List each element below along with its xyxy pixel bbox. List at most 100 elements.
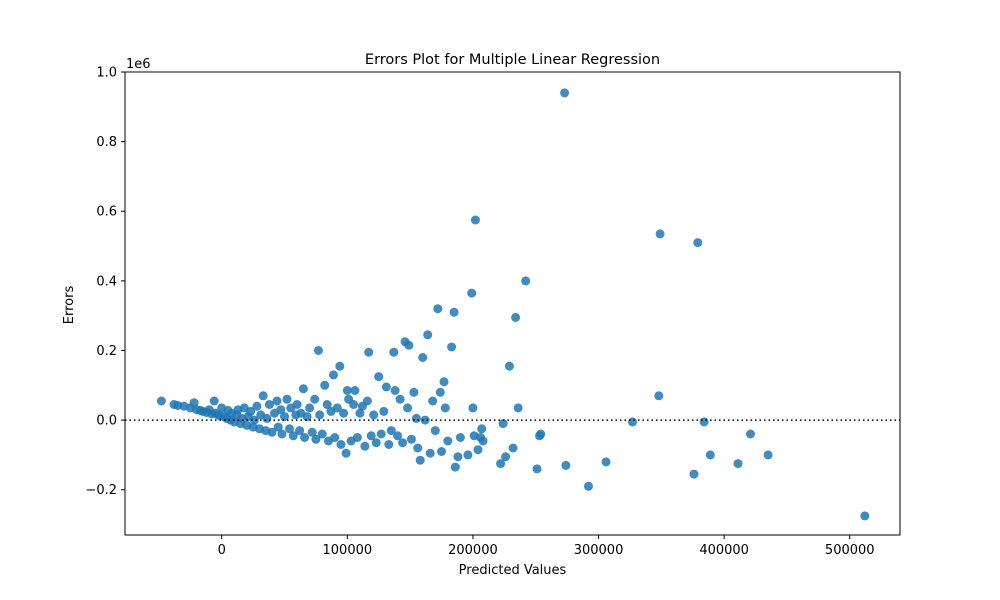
x-axis-label: Predicted Values (459, 563, 567, 578)
scatter-point (430, 426, 440, 436)
scatter-point (413, 443, 423, 453)
scatter-point (411, 413, 421, 423)
scatter-point (332, 403, 342, 413)
scatter-point (342, 386, 352, 395)
scatter-point (364, 347, 374, 357)
scatter-point (655, 229, 665, 239)
scatter-point (437, 447, 446, 456)
scatter-point (156, 396, 166, 406)
y-axis: −0.2 0.0 0.2 0.4 0.6 0.8 1.0 (85, 66, 125, 498)
scatter-point (468, 403, 478, 413)
scatter-point (470, 215, 480, 225)
scatter-point (384, 440, 394, 449)
scatter-point (267, 427, 277, 437)
scatter-point (693, 238, 703, 248)
scatter-point (560, 88, 570, 98)
scatter-point (699, 417, 709, 427)
scatter-point (189, 398, 199, 408)
scatter-point (311, 434, 321, 444)
scatter-point (349, 400, 359, 409)
scatter-point (473, 445, 483, 455)
scatter-point (390, 386, 400, 395)
scatter-point (398, 438, 408, 448)
scatter-point (376, 429, 386, 439)
scatter-point (277, 429, 287, 439)
x-tick-label: 0 (218, 543, 226, 558)
scatter-point (504, 361, 514, 371)
scatter-point (628, 417, 637, 427)
scatter-point (395, 394, 405, 404)
y-tick-label: 0.4 (96, 274, 117, 289)
scatter-point (513, 403, 523, 413)
scatter-point (601, 457, 611, 467)
scatter-point (705, 450, 715, 460)
scatter-point (404, 340, 414, 350)
scatter-point (272, 396, 282, 406)
x-tick-label: 200000 (448, 543, 498, 558)
scatter-point (246, 406, 256, 416)
scatter-point (455, 433, 465, 442)
scatter-point (763, 450, 773, 460)
y-offset-label: 1e6 (126, 57, 151, 72)
scatter-point (393, 431, 403, 441)
scatter-point (386, 426, 396, 436)
scatter-point (689, 469, 699, 479)
scatter-point (305, 403, 315, 413)
y-tick-label: 0.0 (96, 414, 117, 429)
x-tick-label: 300000 (574, 543, 624, 558)
scatter-point (443, 436, 453, 446)
scatter-point (379, 406, 389, 416)
x-axis: 0 100000 200000 300000 400000 500000 (218, 535, 875, 558)
y-tick-label: 1.0 (96, 66, 117, 81)
scatter-point (317, 429, 327, 439)
scatter-point (282, 394, 292, 404)
scatter-point (264, 400, 274, 409)
y-tick-label: 0.6 (96, 205, 117, 220)
scatter-point (381, 382, 391, 392)
y-tick-label: 0.8 (96, 135, 117, 150)
scatter-point (320, 380, 330, 390)
scatter-point (336, 440, 346, 449)
scatter-point (409, 387, 419, 397)
scatter-point (360, 441, 370, 451)
scatter-point (209, 396, 219, 406)
scatter-point (860, 511, 870, 521)
x-tick-label: 400000 (699, 543, 749, 558)
scatter-point (310, 394, 320, 404)
scatter-point (425, 448, 435, 458)
chart-title: Errors Plot for Multiple Linear Regressi… (365, 52, 660, 68)
scatter-point (532, 464, 542, 474)
scatter-point (584, 481, 593, 491)
scatter-point (249, 415, 259, 425)
scatter-point (288, 431, 298, 441)
scatter-point (258, 391, 268, 401)
scatter-point (313, 346, 323, 355)
scatter-point (322, 400, 332, 409)
scatter-point (467, 288, 477, 298)
scatter-point (521, 276, 531, 286)
scatter-point (366, 431, 376, 441)
scatter-point (298, 384, 308, 394)
scatter-point (733, 459, 743, 469)
y-axis-label: Errors (62, 286, 77, 325)
scatter-point (746, 429, 755, 439)
scatter-point (435, 387, 445, 397)
scatter-point (292, 400, 302, 409)
scatter-point (433, 304, 443, 314)
scatter-point (262, 413, 272, 423)
scatter-point (362, 396, 372, 406)
scatter-point (453, 452, 463, 462)
scatter-point (449, 307, 459, 317)
scatter-point (341, 448, 351, 458)
scatter-point (330, 433, 340, 442)
scatter-point (307, 427, 317, 437)
scatter-point (302, 412, 312, 422)
y-tick-label: −0.2 (85, 483, 117, 498)
scatter-point (420, 415, 430, 425)
plot-frame (124, 71, 901, 536)
scatter-point (440, 403, 450, 413)
scatter-point (501, 452, 511, 462)
scatter-point (273, 422, 283, 432)
scatter-point (403, 403, 413, 413)
